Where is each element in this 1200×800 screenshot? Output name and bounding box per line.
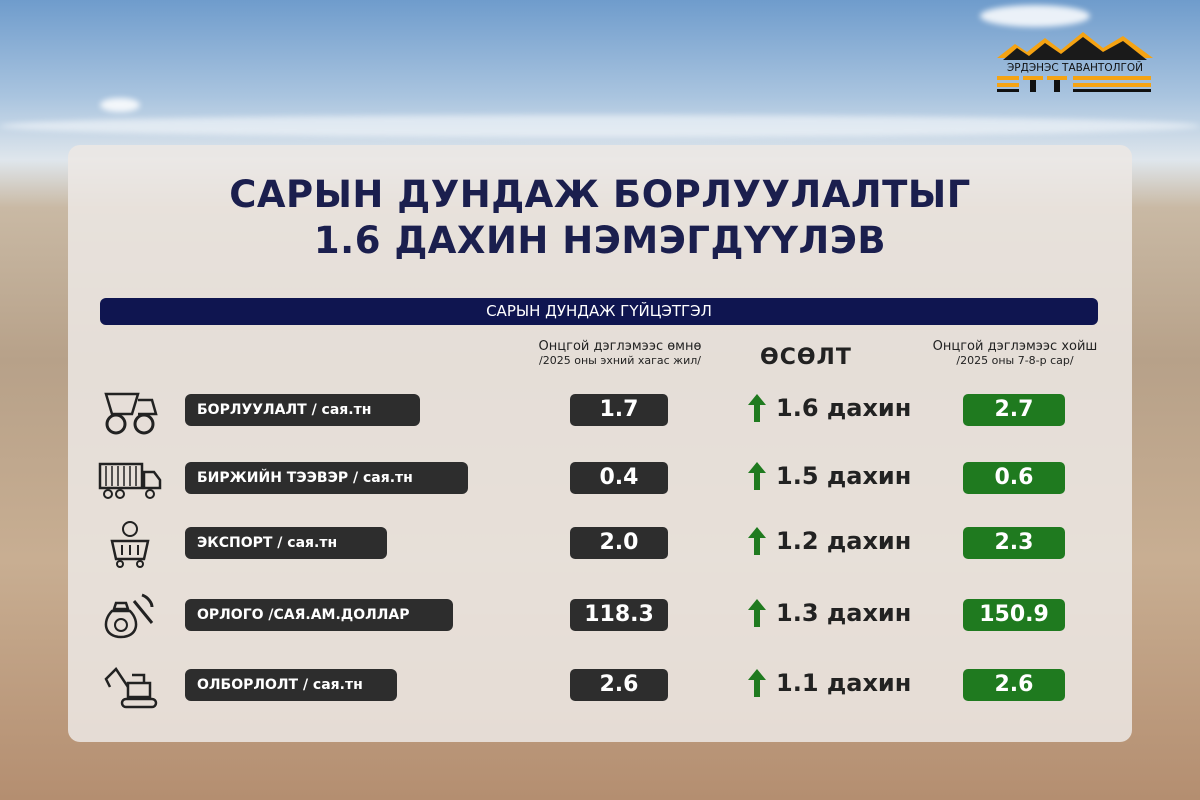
value-before: 118.3 (570, 599, 668, 631)
metric-label: БОРЛУУЛАЛТ / сая.тн (185, 394, 420, 426)
section-banner: САРЫН ДУНДАЖ ГҮЙЦЭТГЭЛ (100, 298, 1098, 325)
value-after: 2.6 (963, 669, 1065, 701)
column-header-growth: ӨСӨЛТ (760, 345, 852, 370)
content-panel (68, 145, 1132, 742)
growth-indicator: 1.6 дахин (748, 392, 911, 424)
arrow-up-icon (748, 394, 766, 422)
arrow-up-icon (748, 599, 766, 627)
title-line-2: 1.6 ДАХИН НЭМЭГДҮҮЛЭВ (313, 219, 887, 262)
growth-indicator: 1.2 дахин (748, 525, 911, 557)
column-header-after: Онцгой дэглэмээс хойш /2025 оны 7-8-р са… (905, 340, 1125, 368)
growth-value: 1.2 дахин (776, 527, 912, 555)
growth-value: 1.5 дахин (776, 462, 912, 490)
column-subtitle: /2025 оны эхний хагас жил/ (539, 354, 701, 367)
value-after: 0.6 (963, 462, 1065, 494)
growth-value: 1.1 дахин (776, 669, 912, 697)
metric-label: ЭКСПОРТ / сая.тн (185, 527, 387, 559)
excavator-icon (104, 667, 158, 709)
page-title: САРЫН ДУНДАЖ БОРЛУУЛАЛТЫГ 1.6 ДАХИН НЭМЭ… (0, 172, 1200, 264)
arrow-up-icon (748, 527, 766, 555)
value-before: 2.6 (570, 669, 668, 701)
metric-label: БИРЖИЙН ТЭЭВЭР / сая.тн (185, 462, 468, 494)
erdenes-tavantolgoi-logo: ЭРДЭНЭС ТАВАНТОЛГОЙ (997, 32, 1153, 92)
column-title: Онцгой дэглэмээс өмнө (538, 339, 702, 354)
arrow-up-icon (748, 462, 766, 490)
value-after: 2.7 (963, 394, 1065, 426)
growth-value: 1.3 дахин (776, 599, 912, 627)
growth-indicator: 1.5 дахин (748, 460, 911, 492)
value-before: 2.0 (570, 527, 668, 559)
container-truck-icon (98, 462, 162, 499)
arrow-up-icon (748, 669, 766, 697)
value-before: 1.7 (570, 394, 668, 426)
svg-text:ЭРДЭНЭС ТАВАНТОЛГОЙ: ЭРДЭНЭС ТАВАНТОЛГОЙ (1007, 61, 1143, 74)
growth-indicator: 1.1 дахин (748, 667, 911, 699)
cloud (980, 5, 1090, 27)
value-after: 2.3 (963, 527, 1065, 559)
coal-cart-icon (110, 521, 150, 568)
column-title: Онцгой дэглэмээс хойш (932, 339, 1098, 354)
cloud (100, 98, 140, 112)
metric-label: ОРЛОГО /САЯ.АМ.ДОЛЛАР (185, 599, 453, 631)
value-before: 0.4 (570, 462, 668, 494)
growth-value: 1.6 дахин (776, 394, 912, 422)
title-line-1: САРЫН ДУНДАЖ БОРЛУУЛАЛТЫГ (229, 173, 971, 216)
cloud (0, 115, 1200, 137)
column-header-before: Онцгой дэглэмээс өмнө /2025 оны эхний ха… (510, 340, 730, 368)
value-after: 150.9 (963, 599, 1065, 631)
column-subtitle: /2025 оны 7-8-р сар/ (956, 354, 1074, 367)
metric-label: ОЛБОРЛОЛТ / сая.тн (185, 669, 397, 701)
dump-truck-icon (104, 392, 158, 435)
growth-indicator: 1.3 дахин (748, 597, 911, 629)
money-bag-pickaxe-icon (104, 593, 154, 639)
